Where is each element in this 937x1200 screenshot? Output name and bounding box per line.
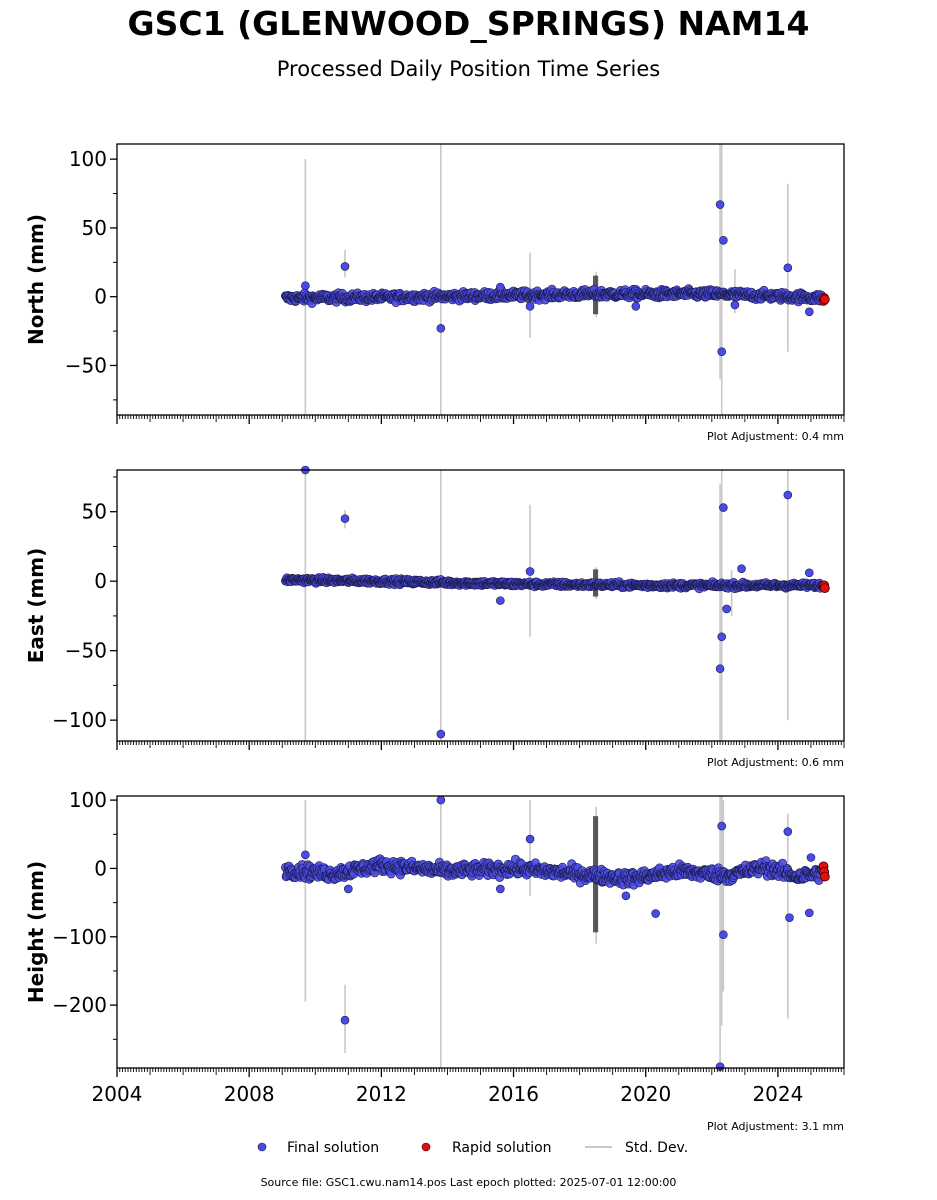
final-point-outlier [783,490,793,500]
final-point-outlier [301,850,310,860]
final-point-outlier [496,596,505,605]
x-tick-label: 2012 [356,1082,407,1106]
y-tick-label: −200 [52,993,107,1017]
plot-adjustment-note: Plot Adjustment: 3.1 mm [707,1120,844,1133]
y-axis-label: East (mm) [24,548,48,664]
final-point-outlier [621,891,631,901]
final-point-outlier [806,853,816,862]
final-point-outlier [719,503,728,512]
final-point-outlier [805,908,814,918]
final-point-outlier [631,302,641,311]
final-point-outlier [722,604,731,614]
chart-title: GSC1 (GLENWOOD_SPRINGS) NAM14 [127,4,810,43]
y-tick-label: 50 [82,500,107,524]
y-tick-label: −50 [65,353,107,377]
x-tick-label: 2008 [224,1082,275,1106]
y-tick-label: −100 [52,925,107,949]
final-point-outlier [496,884,505,894]
y-tick-label: 0 [94,569,107,593]
final-point-outlier [436,324,446,333]
final-point-outlier [525,567,535,576]
y-tick-label: −50 [65,639,107,663]
y-tick-label: 100 [69,788,107,812]
final-point-outlier [651,909,660,918]
final-point-outlier [717,821,727,831]
y-tick-label: 0 [94,856,107,880]
legend-final-label: Final solution [287,1140,379,1156]
legend-rapid-label: Rapid solution [452,1140,552,1156]
final-point-outlier [340,1015,350,1025]
final-point-outlier [525,834,535,844]
final-point-outlier [717,347,727,357]
legend-final-marker [257,1142,267,1152]
legend-rapid-marker [421,1142,431,1152]
final-point-outlier [436,795,446,805]
final-point-outlier [737,564,746,573]
final-point-outlier [730,300,740,310]
x-tick-label: 2016 [488,1082,539,1106]
chart-subtitle: Processed Daily Position Time Series [276,57,661,81]
source-note: Source file: GSC1.cwu.nam14.pos Last epo… [260,1176,677,1189]
final-point-outlier [719,235,728,245]
final-point-outlier [340,514,350,523]
final-point-outlier [436,729,446,739]
final-point-outlier [715,200,725,209]
rapid-point [819,294,830,305]
final-point-outlier [715,664,725,674]
y-tick-label: −100 [52,708,107,732]
final-point-outlier [783,827,793,836]
plot-frame [116,795,845,1069]
plot-adjustment-note: Plot Adjustment: 0.6 mm [707,756,844,769]
final-point-outlier [525,302,535,311]
rapid-point [819,583,830,594]
x-tick-label: 2004 [92,1082,143,1106]
x-tick-label: 2024 [752,1082,803,1106]
y-tick-label: 100 [69,147,107,171]
final-point-outlier [496,282,505,292]
final-point-outlier [717,632,727,642]
rapid-point [819,871,830,882]
final-point-outlier [344,884,353,894]
x-tick-label: 2020 [620,1082,671,1106]
panel-3: 100 0 −100 −200 2004 2008 2012 2016 2020 2024 Heig… [24,788,845,1133]
panel-1: 100 50 0 −50 North (mm) Plot Adjustment: 0.4 … [24,143,845,443]
final-point-outlier [805,307,814,317]
plot-adjustment-note: Plot Adjustment: 0.4 mm [707,430,844,443]
legend: Final solution Rapid solution Std. Dev. [257,1140,688,1156]
final-point-outlier [301,281,310,290]
y-axis-label: Height (mm) [24,861,48,1003]
y-axis-label: North (mm) [24,214,48,345]
final-point-outlier [340,262,350,271]
plot-frame [116,469,845,742]
final-point-outlier [719,930,728,940]
y-tick-label: 0 [94,285,107,309]
panel-2: 50 0 −50 −100 East (mm) Plot Adjustment: 0.6 … [24,465,845,769]
final-point-outlier [785,913,794,922]
final-point-outlier [805,568,814,578]
final-point-outlier [783,263,793,273]
y-tick-label: 50 [82,216,107,240]
legend-std-label: Std. Dev. [625,1140,688,1156]
